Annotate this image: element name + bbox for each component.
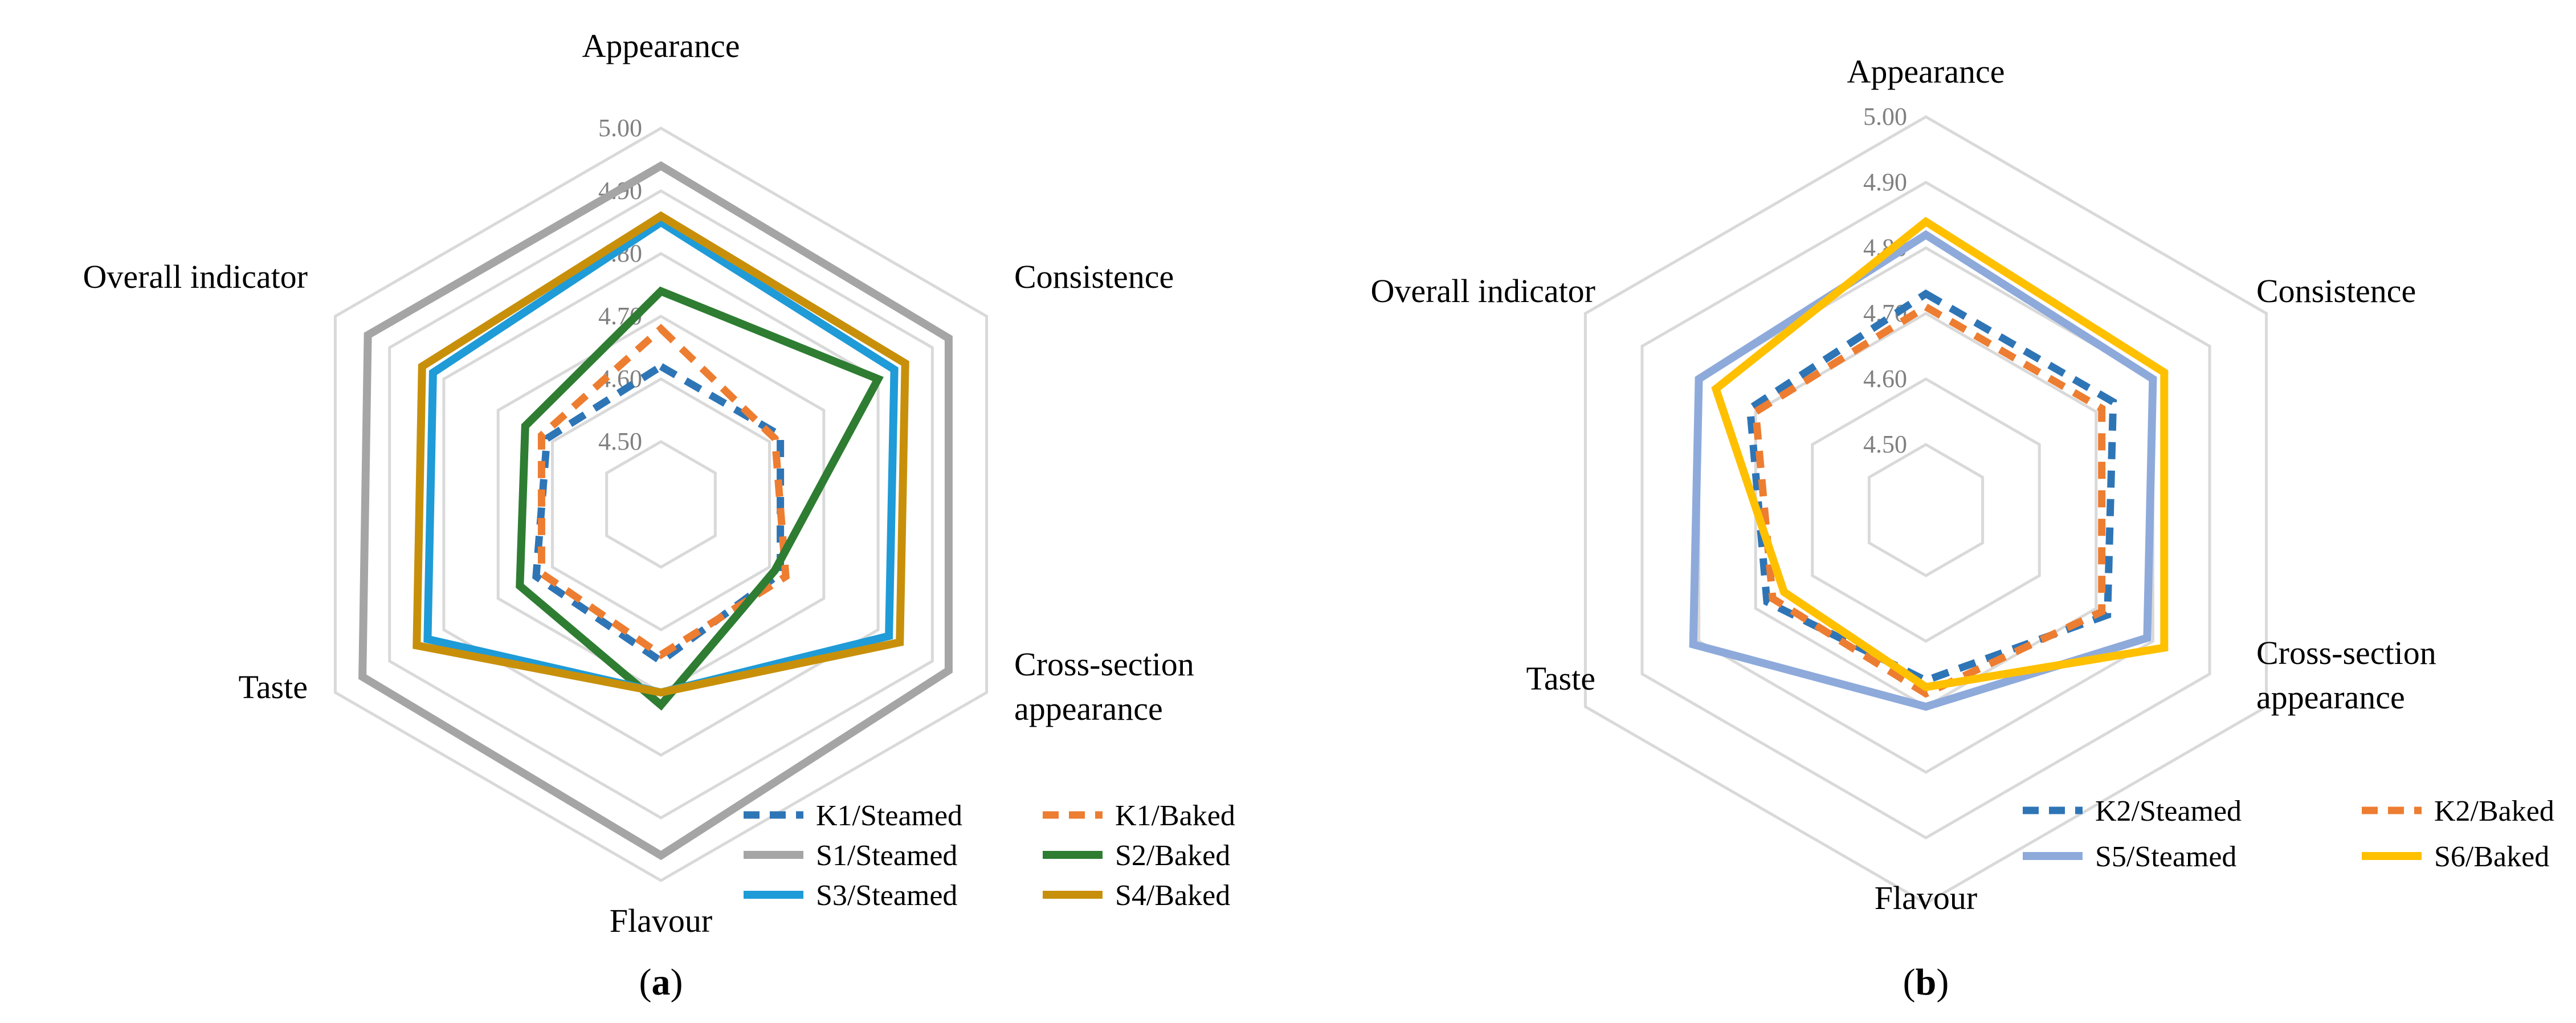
series-line xyxy=(1752,302,2106,698)
tick-label: 5.00 xyxy=(598,114,642,142)
panel-label-a: (a) xyxy=(639,961,683,1003)
legend-label: S1/Steamed xyxy=(816,839,957,872)
axis-label-line: appearance xyxy=(2256,679,2405,716)
axis-label-line: Overall indicator xyxy=(83,258,308,295)
axis-label-line: Flavour xyxy=(610,902,712,939)
axis-label: Appearance xyxy=(582,27,740,64)
axis-label-line: Appearance xyxy=(1847,53,2005,90)
legend: K1/Steamed K1/Baked S1/Steamed S2/Baked S3/S… xyxy=(744,800,1235,912)
axis-label: Consistence xyxy=(1014,258,1174,295)
legend-label: S2/Baked xyxy=(1115,839,1230,872)
series-line xyxy=(516,286,884,711)
axis-label: Flavour xyxy=(1875,879,1977,916)
axis-label: Overall indicator xyxy=(83,258,308,295)
axis-label-line: Appearance xyxy=(582,27,740,64)
tick-label: 4.50 xyxy=(598,427,642,455)
gridline-5.00 xyxy=(1583,115,2268,905)
legend-label: K1/Baked xyxy=(1115,800,1235,832)
gridline-4.50 xyxy=(1867,443,1985,577)
axis-label-line: Taste xyxy=(238,669,308,706)
legend: K2/Steamed K2/Baked S5/Steamed S6/Baked xyxy=(2023,795,2554,873)
axis-label-line: appearance xyxy=(1014,690,1163,727)
legend-label: K1/Steamed xyxy=(816,800,962,832)
legend-label: S4/Baked xyxy=(1115,879,1230,912)
legend-label: K2/Steamed xyxy=(2095,795,2242,828)
gridline-4.90 xyxy=(1640,181,2211,839)
legend-label: S6/Baked xyxy=(2434,841,2549,873)
gridline-4.60 xyxy=(551,377,771,631)
series-line xyxy=(413,211,909,697)
series-line xyxy=(537,324,790,659)
series-line xyxy=(358,161,953,861)
axis-label: Flavour xyxy=(610,902,712,939)
legend-label: K2/Baked xyxy=(2434,795,2554,828)
legend-label: S5/Steamed xyxy=(2095,841,2236,873)
axis-label: Cross-section appearance xyxy=(1014,646,1194,727)
tick-label: 4.60 xyxy=(1863,365,1907,393)
tick-label: 4.50 xyxy=(1863,430,1907,458)
gridline-5.00 xyxy=(333,127,989,882)
gridline-4.60 xyxy=(1811,377,2041,643)
gridline-4.90 xyxy=(388,189,934,820)
series-line xyxy=(1746,289,2117,685)
axis-label: Consistence xyxy=(2256,272,2416,309)
axis-label-line: Cross-section xyxy=(2256,634,2436,671)
axis-label-line: Taste xyxy=(1526,660,1595,697)
radar-chart-b: 4.504.604.704.804.905.00AppearanceConsis… xyxy=(1370,53,2554,916)
axis-label-line: Overall indicator xyxy=(1370,272,1595,309)
axis-label: Taste xyxy=(1526,660,1595,697)
gridline-4.50 xyxy=(605,440,717,569)
series-line xyxy=(1689,230,2157,711)
panel-label-b: (b) xyxy=(1903,961,1949,1003)
tick-label: 5.00 xyxy=(1863,103,1907,131)
tick-label: 4.90 xyxy=(1863,168,1907,196)
axis-label-line: Cross-section xyxy=(1014,646,1194,683)
axis-label-line: Consistence xyxy=(2256,272,2416,309)
axis-label: Appearance xyxy=(1847,53,2005,90)
axis-label-line: Consistence xyxy=(1014,258,1174,295)
legend-label: S3/Steamed xyxy=(816,879,957,912)
series-line xyxy=(1711,217,2169,691)
axis-label: Cross-section appearance xyxy=(2256,634,2436,716)
axis-label: Taste xyxy=(238,669,308,706)
series-line xyxy=(532,362,785,666)
radar-chart-a: 4.504.604.704.804.905.00AppearanceConsis… xyxy=(83,27,1235,939)
axis-label-line: Flavour xyxy=(1875,879,1977,916)
axis-label: Overall indicator xyxy=(1370,272,1595,309)
